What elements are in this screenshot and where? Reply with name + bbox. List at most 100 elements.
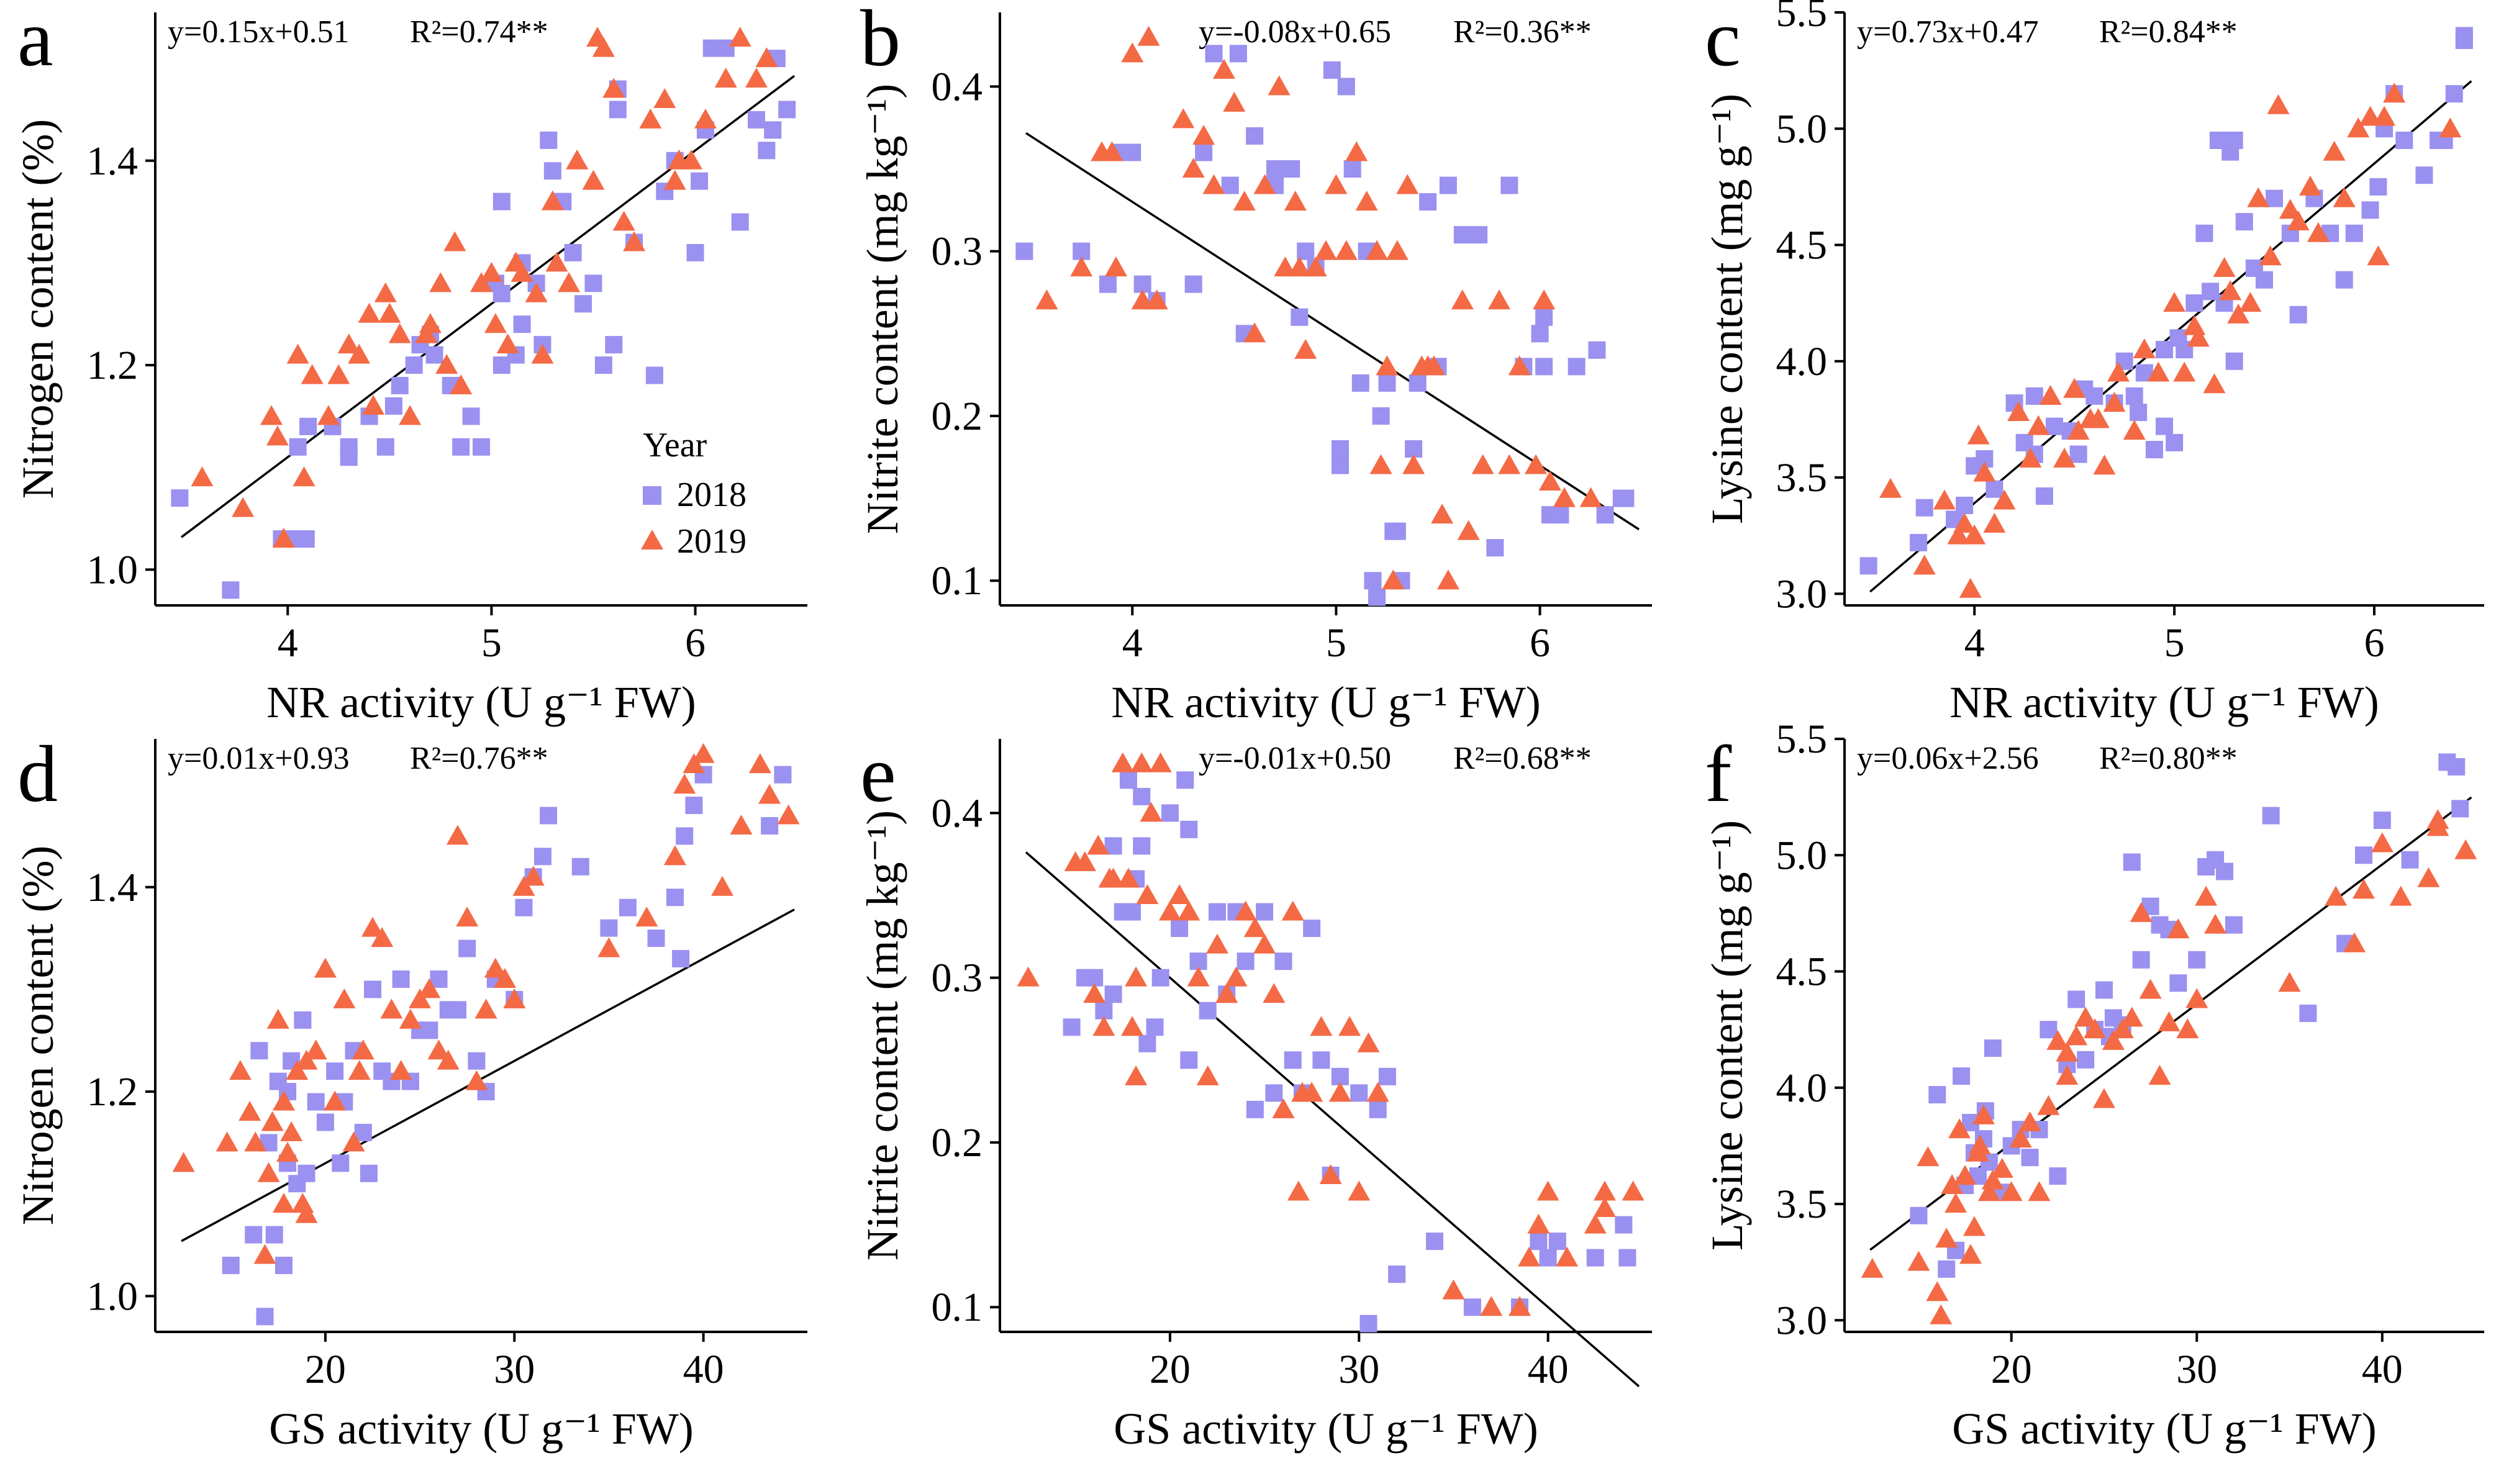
point-2019 [2227, 303, 2250, 323]
point-2019 [480, 261, 503, 282]
point-2019 [2092, 1088, 2115, 1108]
point-2018 [764, 121, 782, 139]
point-2018 [376, 438, 394, 456]
point-2019 [1366, 1082, 1389, 1102]
point-2019 [266, 425, 289, 446]
point-2019 [484, 313, 507, 333]
point-2019 [1111, 752, 1134, 772]
x-axis-title: GS activity (U g⁻¹ FW) [1114, 1404, 1538, 1454]
point-2018 [448, 1001, 466, 1019]
point-2018 [492, 192, 511, 210]
point-2019 [1131, 289, 1154, 310]
point-2019 [1130, 752, 1153, 772]
point-2018 [1368, 588, 1386, 606]
point-2018 [2169, 974, 2187, 992]
y-tick-label: 4.0 [1776, 1065, 1828, 1111]
legend-label-2018: 2018 [677, 476, 747, 514]
regression-equation: y=0.15x+0.51 [168, 14, 350, 50]
point-2019 [2102, 1029, 2125, 1050]
point-2019 [1366, 240, 1389, 260]
point-2019 [1396, 174, 1419, 194]
point-2018 [1195, 143, 1213, 161]
point-2019 [1215, 983, 1238, 1003]
point-2019 [1158, 900, 1181, 921]
point-2018 [392, 970, 410, 988]
point-2019 [1402, 454, 1425, 474]
point-2019 [2093, 455, 2116, 475]
point-2018 [1384, 522, 1402, 540]
point-2019 [1182, 158, 1205, 178]
point-2019 [2107, 361, 2130, 382]
point-2018 [1161, 804, 1179, 822]
point-2018 [676, 827, 694, 845]
point-2018 [731, 213, 749, 231]
regression-equation: y=0.01x+0.93 [168, 741, 350, 776]
point-2018 [1586, 1249, 1604, 1267]
point-2018 [1915, 499, 1933, 517]
point-2019 [711, 875, 734, 896]
point-2018 [1337, 78, 1355, 96]
y-tick-label: 3.5 [1776, 1182, 1828, 1227]
point-2018 [265, 1226, 283, 1244]
legend-marker-2018 [643, 486, 661, 505]
point-2018 [2166, 433, 2184, 451]
point-2019 [2383, 83, 2406, 103]
point-2018 [1369, 1100, 1387, 1118]
point-2018 [2045, 417, 2063, 435]
regression-equation: y=-0.08x+0.65 [1199, 14, 1391, 50]
point-2018 [1323, 61, 1341, 79]
y-tick-label: 4.5 [1776, 949, 1828, 995]
point-2019 [1622, 1180, 1645, 1201]
point-2018 [605, 336, 623, 354]
point-2018 [2225, 131, 2243, 149]
point-2019 [1338, 1016, 1361, 1036]
point-2019 [745, 68, 768, 88]
point-2019 [388, 323, 411, 343]
r-squared-label: R²=0.36** [1453, 14, 1592, 50]
panel-letter: f [1705, 730, 1732, 819]
point-2018 [2445, 85, 2463, 103]
point-2018 [1180, 1051, 1198, 1069]
point-2018 [2130, 404, 2148, 422]
point-2019 [2343, 932, 2366, 952]
point-2019 [2176, 1018, 2199, 1039]
point-2019 [276, 1141, 299, 1162]
point-2019 [257, 1162, 280, 1182]
point-2019 [1178, 900, 1200, 921]
point-2019 [238, 1100, 261, 1121]
point-2018 [1568, 358, 1586, 376]
point-2019 [1948, 1118, 1971, 1139]
point-2018 [2373, 812, 2391, 830]
x-tick-label: 30 [1338, 1347, 1379, 1392]
x-tick-label: 5 [1326, 620, 1346, 666]
point-2019 [623, 231, 646, 251]
point-2019 [728, 27, 751, 47]
point-2019 [2123, 420, 2146, 440]
point-2019 [1913, 554, 1936, 575]
point-2019 [1556, 1246, 1579, 1267]
point-2019 [694, 108, 717, 129]
x-tick-label: 5 [2164, 620, 2185, 666]
point-2018 [1910, 1206, 1928, 1224]
point-2018 [2085, 387, 2103, 405]
y-axis-title: Lysine content (mg g⁻¹) [1702, 94, 1752, 524]
point-2019 [1947, 524, 1970, 545]
point-2019 [374, 282, 397, 302]
point-2019 [522, 866, 545, 886]
point-2019 [1879, 477, 1902, 498]
point-2018 [1615, 1216, 1633, 1234]
point-2019 [1348, 1180, 1371, 1201]
point-2019 [1083, 983, 1106, 1003]
y-tick-label: 3.0 [1776, 571, 1828, 617]
point-2018 [1388, 1265, 1406, 1283]
point-2019 [777, 804, 800, 825]
x-axis-title: GS activity (U g⁻¹ FW) [1952, 1404, 2377, 1454]
y-tick-label: 0.3 [932, 956, 983, 1001]
point-2019 [1579, 487, 1602, 507]
point-2018 [1956, 496, 1974, 514]
point-2018 [2156, 341, 2173, 359]
point-2018 [1246, 127, 1264, 145]
point-2018 [1221, 176, 1239, 194]
point-2019 [244, 1131, 267, 1152]
point-2018 [1535, 358, 1553, 376]
